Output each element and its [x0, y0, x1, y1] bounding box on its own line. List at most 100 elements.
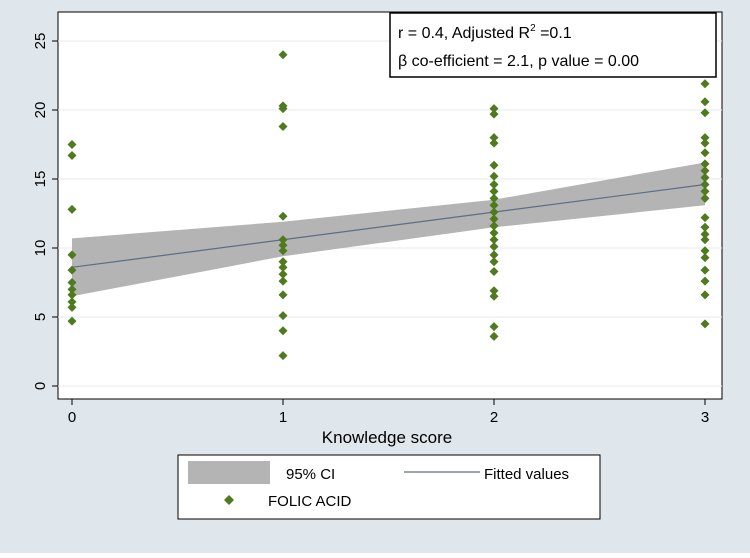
data-point	[700, 246, 710, 256]
data-point	[278, 276, 288, 286]
y-tick-label: 10	[32, 240, 49, 257]
data-point	[489, 242, 499, 252]
data-point	[700, 180, 710, 190]
data-point	[700, 108, 710, 118]
data-point	[489, 291, 499, 301]
annotation-superscript: 2	[530, 23, 536, 34]
data-point	[489, 193, 499, 203]
legend-ci-swatch	[188, 461, 270, 484]
data-point	[700, 159, 710, 169]
data-point	[700, 138, 710, 148]
data-point	[278, 50, 288, 60]
data-point	[489, 160, 499, 170]
y-tick-label: 5	[32, 313, 49, 321]
data-point	[489, 171, 499, 181]
data-point	[700, 97, 710, 107]
data-point	[489, 104, 499, 114]
data-point	[489, 138, 499, 148]
fitted-line	[71, 183, 706, 268]
x-axis-title: Knowledge score	[322, 428, 452, 447]
data-point	[700, 166, 710, 176]
data-point	[700, 222, 710, 232]
data-point	[278, 104, 288, 114]
data-point	[489, 331, 499, 341]
stats-annotation: r = 0.4, Adjusted R2 =0.1 β co-efficient…	[389, 12, 717, 78]
data-point	[489, 109, 499, 119]
data-point	[489, 214, 499, 224]
legend-ci-label: 95% CI	[286, 466, 335, 483]
ci-band	[72, 162, 705, 297]
data-point	[700, 148, 710, 158]
data-point	[489, 133, 499, 143]
data-point	[278, 326, 288, 336]
legend-fit-label: Fitted values	[484, 466, 569, 483]
data-point	[700, 276, 710, 286]
data-point	[700, 290, 710, 300]
data-point	[67, 140, 77, 149]
data-point	[700, 173, 710, 183]
data-point	[700, 265, 710, 275]
legend-marker-swatch	[224, 495, 234, 505]
data-point	[278, 122, 288, 132]
data-point	[67, 290, 77, 300]
data-point	[67, 204, 77, 214]
data-point	[489, 228, 499, 238]
data-point	[700, 235, 710, 245]
data-point	[278, 246, 288, 256]
data-point	[278, 311, 288, 321]
annotation-r-text: r = 0.4, Adjusted R	[398, 25, 530, 42]
legend-marker-label: FOLIC ACID	[268, 493, 352, 510]
data-point	[67, 316, 77, 326]
data-point	[489, 257, 499, 267]
data-point	[489, 186, 499, 196]
data-points	[67, 50, 710, 361]
y-tick-label: 20	[32, 102, 49, 119]
data-point	[700, 186, 710, 196]
data-point	[278, 269, 288, 279]
annotation-line-2: β co-efficient = 2.1, p value = 0.00	[398, 53, 639, 70]
data-point	[278, 257, 288, 267]
x-tick-label: 0	[68, 409, 76, 426]
axes: 0 5 10 15 20 25 0 1 2 3	[32, 33, 709, 426]
x-tick-label: 3	[701, 409, 709, 426]
data-point	[278, 211, 288, 221]
data-point	[489, 322, 499, 332]
data-point	[67, 302, 77, 312]
data-point	[700, 253, 710, 263]
data-point	[489, 207, 499, 217]
data-point	[489, 266, 499, 276]
data-point	[278, 290, 288, 300]
data-point	[700, 133, 710, 143]
data-point	[700, 79, 710, 89]
data-point	[700, 193, 710, 203]
data-point	[489, 180, 499, 190]
data-point	[278, 351, 288, 361]
annotation-line-1: r = 0.4, Adjusted R2 =0.1	[398, 23, 572, 42]
data-point	[67, 297, 77, 307]
annotation-r2-value: =0.1	[536, 25, 572, 42]
data-point	[67, 278, 77, 287]
y-tick-label: 25	[32, 33, 49, 50]
data-point	[700, 229, 710, 239]
data-point	[278, 235, 288, 245]
data-point	[489, 250, 499, 260]
data-point	[67, 151, 77, 161]
data-point	[489, 200, 499, 210]
data-point	[67, 284, 77, 294]
annotation-box	[389, 12, 717, 78]
y-tick-label: 0	[32, 382, 49, 390]
data-point	[278, 240, 288, 250]
y-tick-label: 15	[32, 171, 49, 188]
ci-band-group	[72, 162, 705, 297]
data-point	[489, 221, 499, 231]
data-point	[67, 265, 77, 275]
fitted-line-group	[71, 183, 706, 268]
x-tick-label: 1	[279, 409, 287, 426]
data-point	[700, 319, 710, 329]
data-point	[67, 250, 77, 260]
legend: 95% CI Fitted values FOLIC ACID	[177, 454, 601, 520]
data-point	[489, 235, 499, 245]
data-point	[489, 286, 499, 296]
